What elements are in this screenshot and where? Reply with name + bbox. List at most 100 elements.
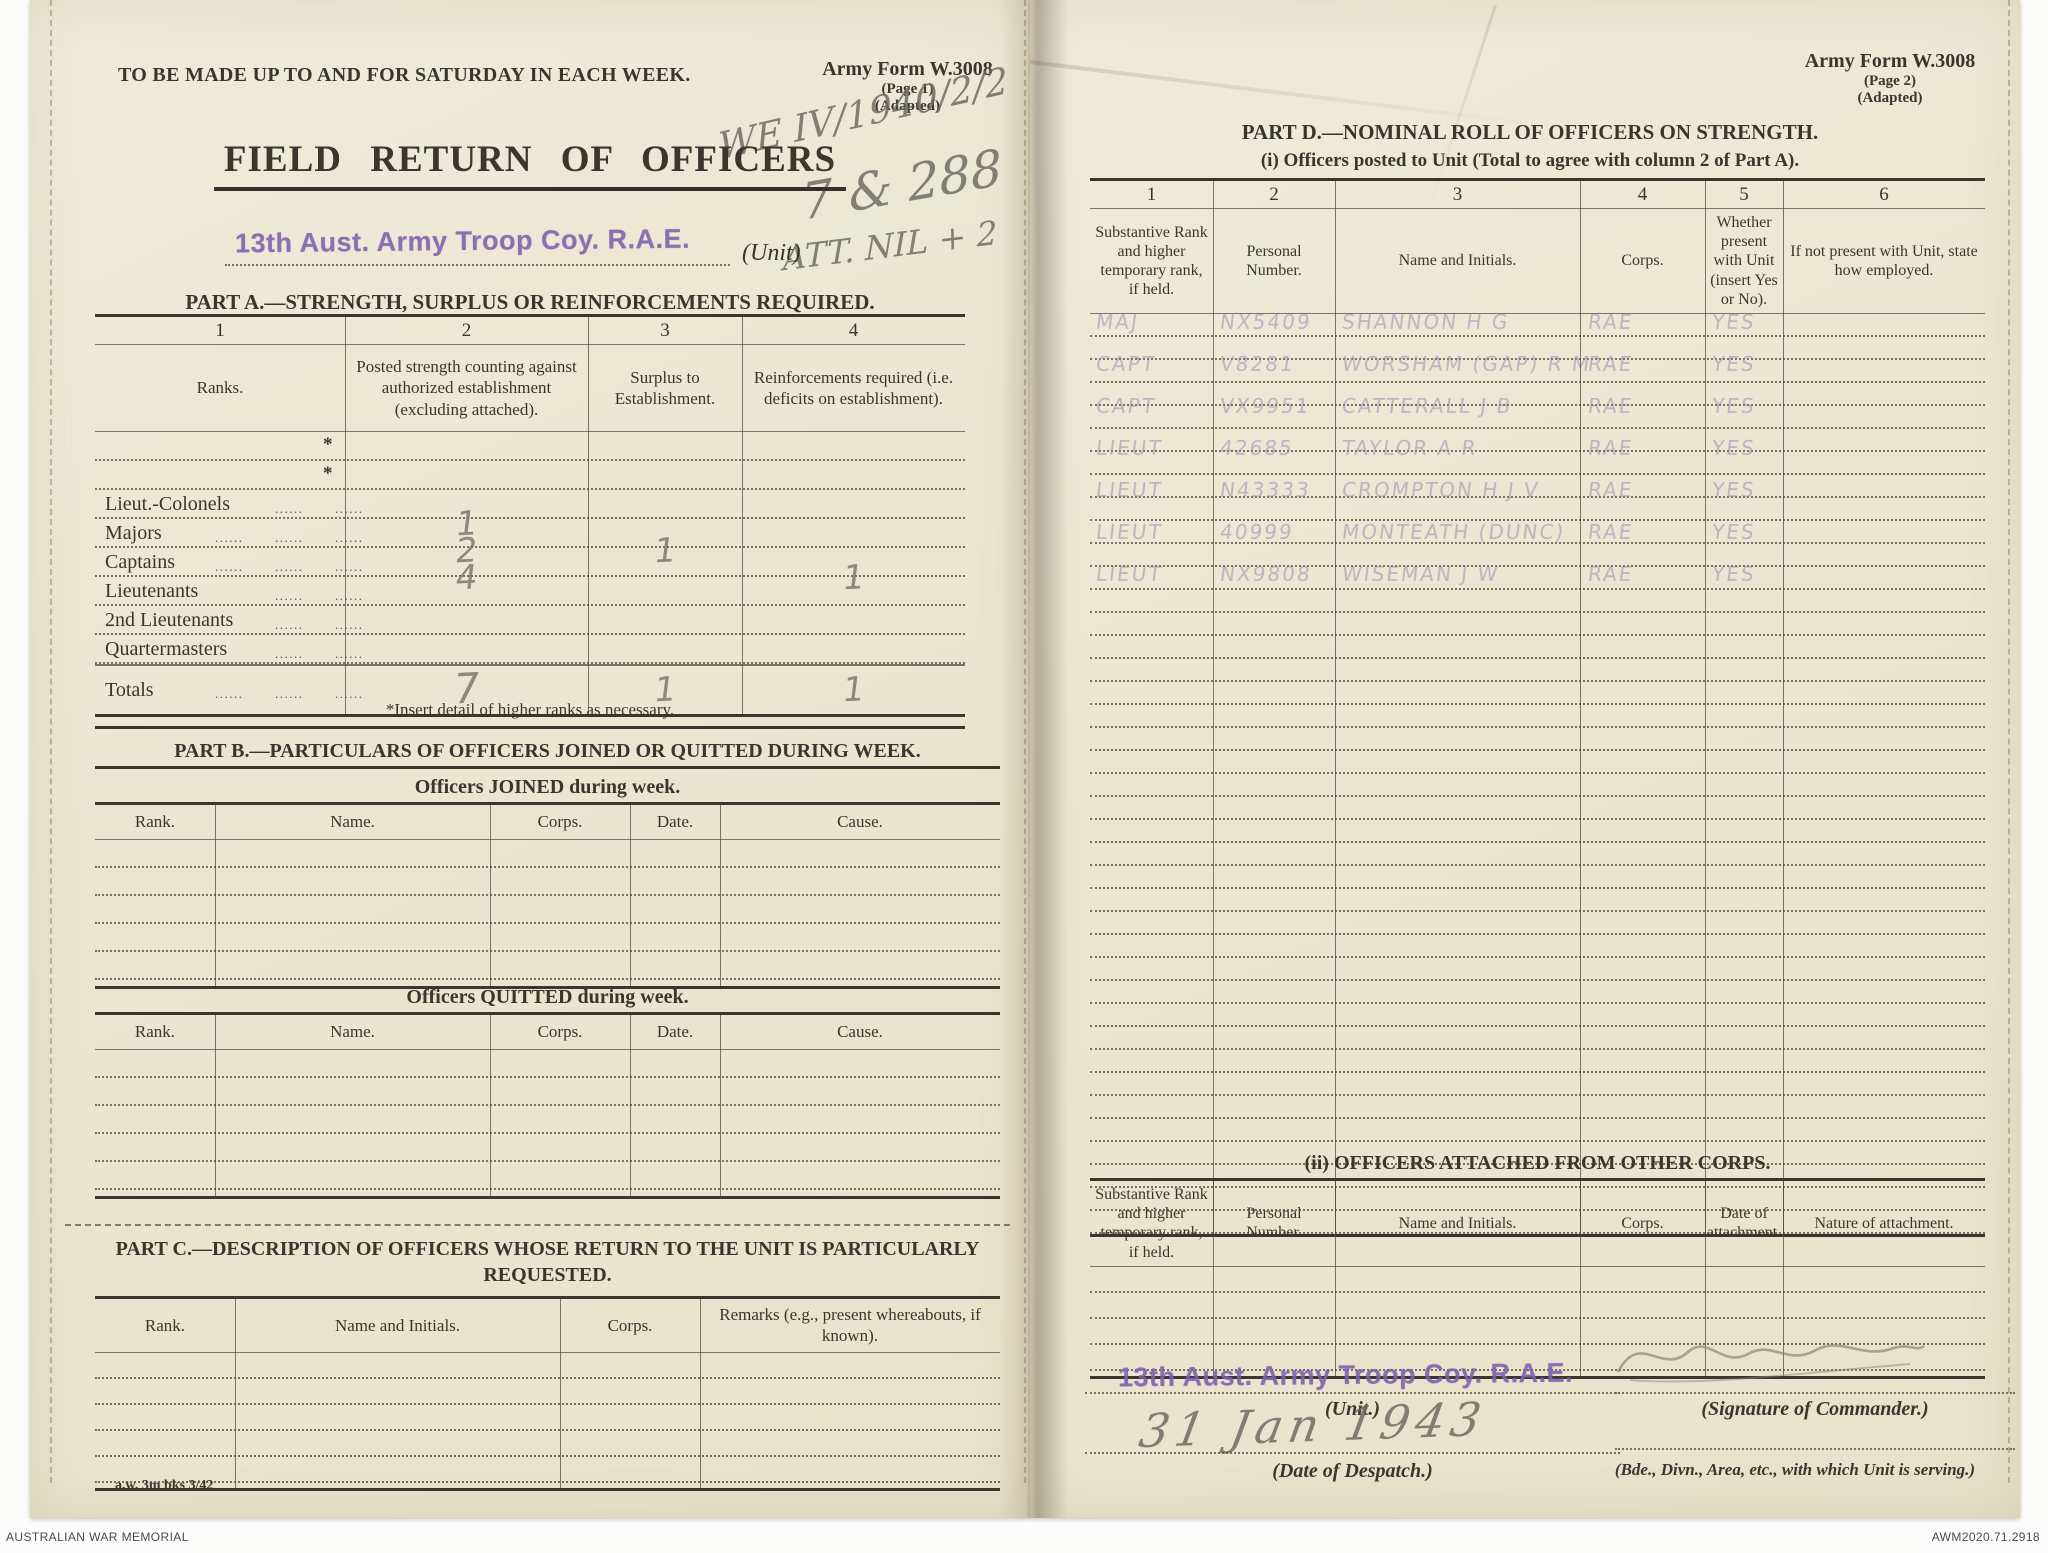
col-number: 3 [1452,183,1463,205]
nominal-roll-row [1090,958,1985,981]
nominal-roll-row [1090,1119,1985,1142]
roll-entry-present: YES [1710,351,1758,376]
nominal-roll-row [1090,1096,1985,1119]
officers-joined-table: Rank. Name. Corps. Date. Cause. [95,802,1000,989]
col-header-corps: Corps. [1621,252,1664,270]
form-page-2: Army Form W.3008 (Page 2) (Adapted) PART… [1029,0,2020,1518]
nominal-roll-row [1090,659,1985,682]
part-a-row: Captains.................. [95,548,965,577]
part-d-column-headers: Substantive Rank and higher temporary ra… [1090,209,1985,314]
roll-entry-present: YES [1710,519,1758,544]
empty-table-row [95,1379,1000,1405]
col-header-posted: Posted strength counting against authori… [356,357,577,419]
part-a-totals-row: Totals ...... ...... ...... 7 1 1 [95,663,965,714]
section-rule [95,726,965,729]
col-header-rank: Rank. [144,1315,186,1335]
part-a-footnote: *Insert detail of higher ranks as necess… [385,700,675,719]
col-header-whether-present: Whether present with Unit (insert Yes or… [1710,214,1778,308]
col-header-surplus: Surplus to Establishment. [614,367,716,408]
nominal-roll-row [1090,452,1985,475]
perforation-left [50,0,52,1483]
roll-entry-corps: RAE [1586,393,1635,418]
dot-leader: ...... [335,646,364,661]
roll-entry-name: WORSHAM (GAP) R M [1340,351,1593,376]
officers-quitted-table: Rank. Name. Corps. Date. Cause. [95,1012,1000,1199]
dot-leader: ...... [215,686,244,701]
rank-label: Captains [105,551,175,573]
roll-entry-rank: LIEUT [1094,477,1165,502]
attached-column-headers: Substantive Rank and higher temporary ra… [1090,1181,1985,1267]
part-c-heading: PART C.—DESCRIPTION OF OFFICERS WHOSE RE… [95,1236,1000,1288]
roll-entry-number: NX5409 [1218,309,1314,334]
column-rule [588,317,589,714]
col-header-corps: Corps. [537,1022,583,1042]
nominal-roll-row [1090,728,1985,751]
part-d-subheading: (i) Officers posted to Unit (Total to ag… [1260,150,1800,171]
form-number: Army Form W.3008 [822,58,993,80]
quitted-body [95,1050,1000,1196]
nominal-roll-row [1090,797,1985,820]
column-rule [1213,1181,1214,1376]
roll-entry-name: CATTERALL J B [1340,393,1514,418]
form-page-label: (Page 1) [881,81,934,97]
empty-table-row [95,896,1000,924]
part-c-body [95,1353,1000,1488]
column-rule [1705,1181,1706,1376]
part-a-row: Quartermasters............ [95,635,965,664]
nominal-roll-row [1090,521,1985,544]
col-header-reinforcements: Reinforcements required (i.e. deficits o… [753,367,954,408]
column-rule [560,1299,561,1488]
col-number: 4 [848,319,859,341]
empty-table-row [95,1050,1000,1078]
part-a-body: * * Lieut.-Colonels............ Majors.....… [95,432,965,664]
dot-leader: ...... [335,617,364,632]
nominal-roll-row [1090,843,1985,866]
col-header-substantive-rank: Substantive Rank and higher temporary ra… [1095,1186,1208,1261]
col-header-how-employed: If not present with Unit, state how empl… [1790,242,1978,279]
part-d-heading: PART D.—NOMINAL ROLL OF OFFICERS ON STRE… [1241,120,1819,144]
column-rule [215,1015,216,1196]
dot-leader: ...... [215,530,244,545]
col-header-remarks: Remarks (e.g., present whereabouts, if k… [719,1305,981,1346]
signature-label: (Signature of Commander.) [1701,1398,1929,1420]
col-header-cause: Cause. [837,812,883,832]
column-rule [215,805,216,986]
roll-entry-rank: LIEUT [1094,519,1165,544]
column-rule [720,1015,721,1196]
printer-code: a.w. 3m bks 3/42 [115,1478,214,1493]
attached-body [1090,1267,1985,1376]
nominal-roll-row [1090,544,1985,567]
dot-leader: ...... [275,501,304,516]
empty-table-row [95,1457,1000,1483]
nominal-roll-row [1090,705,1985,728]
rank-label: 2nd Lieutenants [105,609,234,631]
col-number: 2 [1269,183,1279,205]
dot-leader: ...... [275,686,304,701]
part-a-surplus-value: 1 [651,530,679,572]
nominal-roll-row [1090,1211,1985,1234]
column-rule [630,805,631,986]
col-header-rank: Rank. [134,1022,176,1042]
form-page-label: (Page 2) [1863,73,1917,89]
part-c-table: Rank. Name and Initials. Corps. Remarks … [95,1296,1000,1491]
roll-entry-present: YES [1710,561,1758,586]
column-rule [1580,181,1581,1234]
nominal-roll-row [1090,1073,1985,1096]
dot-leader: ...... [335,686,364,701]
title-wrap: FIELD RETURN OF OFFICERS [160,138,900,191]
col-header-rank: Rank. [134,812,176,832]
roll-entry-present: YES [1710,309,1758,334]
column-rule [1783,1181,1784,1376]
nominal-roll-row [1090,383,1985,406]
part-a-column-headers: Ranks. Posted strength counting against … [95,345,965,432]
nominal-roll-row [1090,613,1985,636]
roll-entry-corps: RAE [1586,561,1635,586]
empty-table-row [1090,1345,1985,1371]
col-header-date-attachment: Date of attachment. [1706,1205,1782,1242]
part-c-heading-line1: PART C.—DESCRIPTION OF OFFICERS WHOSE RE… [115,1238,980,1260]
part-a-row: Majors.................. [95,519,965,548]
nominal-roll-row [1090,406,1985,429]
form-number: Army Form W.3008 [1804,50,1976,72]
nominal-roll-row [1090,337,1985,360]
roll-entry-corps: RAE [1586,351,1635,376]
